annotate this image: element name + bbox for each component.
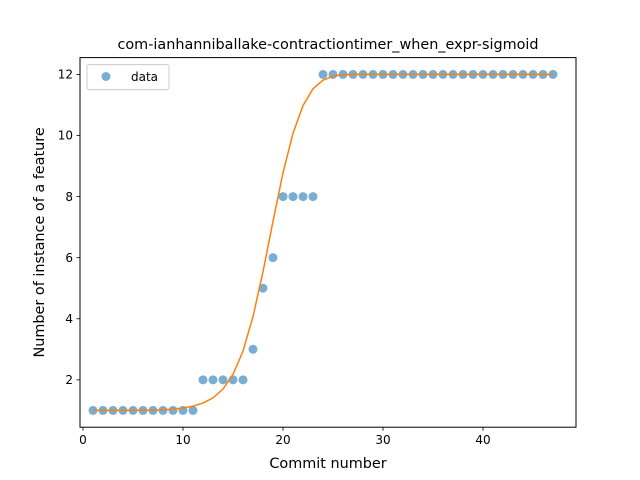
data-point	[288, 192, 298, 202]
data-point	[308, 192, 318, 202]
y-tick-label: 12	[58, 68, 73, 82]
y-tick-label: 10	[58, 129, 73, 143]
chart-title: com-ianhanniballake-contractiontimer_whe…	[117, 37, 538, 53]
axes-frame	[79, 57, 577, 428]
data-point	[218, 375, 228, 385]
data-point	[298, 192, 308, 202]
data-point	[258, 283, 268, 293]
data-point	[238, 375, 248, 385]
x-tick-label: 20	[275, 433, 290, 447]
legend-frame	[86, 64, 170, 91]
data-point	[208, 375, 218, 385]
data-point	[168, 405, 178, 415]
legend-marker-data	[101, 72, 111, 81]
x-axis-label: Commit number	[269, 456, 386, 472]
y-axis-ticks: 2 4 6 8 10 12	[58, 68, 80, 387]
legend-label-data: data	[131, 70, 158, 84]
x-tick-label: 40	[475, 433, 490, 447]
data-point	[198, 375, 208, 385]
y-tick-label: 6	[65, 251, 73, 265]
legend: data	[86, 64, 170, 91]
x-tick-label: 10	[175, 433, 190, 447]
x-tick-label: 30	[375, 433, 390, 447]
data-point	[278, 192, 288, 202]
data-point	[248, 344, 258, 354]
y-tick-label: 8	[65, 190, 73, 204]
y-tick-label: 4	[65, 312, 73, 326]
y-tick-label: 2	[65, 373, 73, 387]
data-points	[88, 69, 558, 415]
sigmoid-fit-line	[93, 73, 553, 412]
data-point	[268, 253, 278, 263]
data-point	[318, 69, 328, 79]
data-point	[188, 405, 198, 415]
x-axis-ticks: 0 10 20 30 40	[79, 427, 491, 447]
x-tick-label: 0	[79, 433, 87, 447]
y-axis-label: Number of instance of a feature	[32, 127, 48, 357]
plot-content	[88, 69, 558, 415]
